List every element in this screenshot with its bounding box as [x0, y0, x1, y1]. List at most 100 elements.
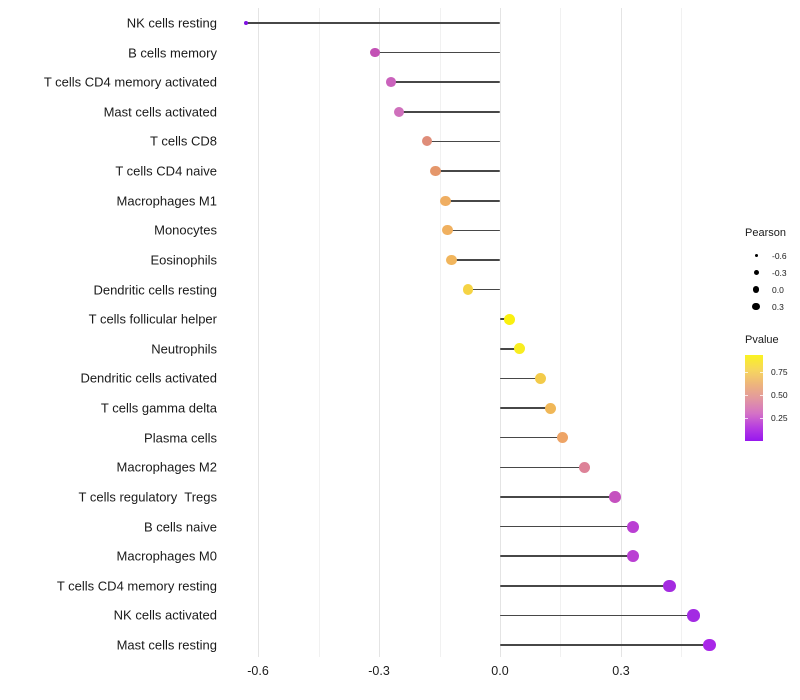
pvalue-colorbar [745, 355, 763, 441]
gridline-minor [318, 8, 320, 657]
category-label: Macrophages M1 [116, 193, 217, 209]
lollipop-dot [663, 579, 676, 592]
lollipop-stem [447, 229, 500, 232]
lollipop-stem [500, 436, 563, 439]
category-label: NK cells activated [113, 607, 217, 623]
pearson-legend-entry: 0.3 [745, 298, 787, 315]
category-label: T cells CD8 [150, 133, 217, 149]
category-label: T cells CD4 naive [115, 163, 217, 179]
lollipop-dot [430, 166, 441, 177]
lollipop-dot [544, 402, 556, 414]
category-label: Dendritic cells resting [93, 282, 217, 298]
gridline-minor [560, 8, 562, 657]
lollipop-dot [503, 313, 515, 325]
category-label: Macrophages M2 [116, 459, 217, 475]
category-label: Dendritic cells activated [80, 370, 217, 386]
legend-pearson-title: Pearson [745, 227, 786, 239]
lollipop-stem [467, 288, 500, 291]
category-label: NK cells resting [126, 15, 217, 31]
lollipop-dot [462, 284, 473, 295]
lollipop-stem [500, 466, 585, 469]
lollipop-stem [451, 259, 500, 261]
pearson-legend-entry: -0.3 [745, 264, 787, 281]
lollipop-stem [435, 170, 500, 172]
category-label: B cells naive [144, 519, 217, 535]
lollipop-stem [500, 496, 615, 498]
category-label: Neutrophils [151, 341, 217, 357]
lollipop-stem [245, 22, 500, 24]
x-tick-label: 0.0 [491, 664, 509, 678]
lollipop-dot [556, 432, 569, 444]
lollipop-stem [500, 348, 520, 350]
gridline-minor [681, 8, 683, 657]
lollipop-stem [500, 407, 551, 409]
category-label: Macrophages M0 [116, 548, 217, 564]
pearson-dot-cell [745, 302, 767, 311]
lollipop-dot [703, 638, 717, 652]
pearson-size-label: 0.0 [772, 284, 784, 295]
legend-pearson: Pearson -0.6 -0.3 0.0 0.3 [745, 227, 787, 315]
lollipop-dot [386, 77, 396, 88]
lollipop-stem [500, 377, 541, 380]
lollipop-dot [440, 195, 451, 206]
lollipop-stem [391, 81, 500, 84]
legend-pearson-entries: -0.6 -0.3 0.0 0.3 [745, 247, 787, 315]
lollipop-dot [578, 461, 591, 474]
pearson-dot-cell [745, 270, 767, 275]
category-label: T cells CD4 memory activated [43, 74, 217, 90]
gridline-major [500, 8, 501, 657]
lollipop-dot [370, 47, 380, 58]
legend-pvalue-title: Pvalue [745, 334, 779, 346]
lollipop-stem [427, 140, 500, 143]
gridline-major [258, 8, 260, 657]
colorbar-tick [745, 372, 748, 373]
colorbar-tick [745, 417, 748, 419]
lollipop-dot [534, 372, 546, 384]
category-label: T cells follicular helper [88, 311, 217, 327]
category-label: Plasma cells [144, 430, 217, 446]
category-label: Eosinophils [150, 252, 218, 268]
category-label: T cells CD4 memory resting [56, 578, 217, 594]
lollipop-dot [422, 136, 433, 147]
pearson-size-dot [754, 254, 758, 257]
pearson-size-dot [752, 302, 760, 311]
lollipop-stem [445, 199, 500, 202]
pearson-size-dot [753, 270, 759, 275]
pvalue-tick-label: 0.50 [771, 389, 788, 400]
category-label: Monocytes [154, 222, 217, 238]
lollipop-dot [627, 550, 640, 563]
x-tick-label: -0.3 [368, 664, 390, 678]
category-label: B cells memory [128, 45, 217, 61]
category-label: T cells regulatory Tregs [78, 489, 217, 505]
lollipop-dot [394, 106, 405, 117]
colorbar-tick [760, 394, 763, 396]
colorbar-tick [760, 372, 763, 373]
colorbar-tick [745, 394, 748, 396]
category-label: T cells gamma delta [100, 400, 217, 416]
lollipop-dot [513, 343, 525, 355]
pvalue-tick-label: 0.25 [771, 412, 788, 423]
pearson-legend-entry: -0.6 [745, 247, 787, 264]
lollipop-stem [500, 644, 710, 646]
x-tick-label: -0.6 [247, 664, 269, 678]
lollipop-dot [243, 21, 248, 25]
pearson-legend-entry: 0.0 [745, 281, 787, 298]
category-label: Mast cells resting [116, 637, 217, 653]
lollipop-stem [500, 584, 670, 587]
pvalue-colorbar-wrap: 0.75 0.50 0.25 [745, 355, 788, 441]
gridline-major [620, 8, 622, 657]
pearson-dot-cell [745, 254, 767, 257]
lollipop-stem [500, 614, 694, 617]
pearson-size-label: -0.3 [772, 267, 787, 278]
x-tick-label: 0.3 [612, 664, 630, 678]
pvalue-tick-label: 0.75 [771, 367, 788, 377]
gridline-minor [439, 8, 441, 657]
lollipop-dot [442, 225, 453, 236]
lollipop-dot [627, 520, 640, 533]
pearson-size-label: 0.3 [772, 301, 784, 312]
lollipop-stem [374, 51, 500, 54]
lollipop-stem [399, 111, 500, 113]
colorbar-tick [760, 417, 763, 419]
pearson-size-dot [752, 286, 760, 293]
